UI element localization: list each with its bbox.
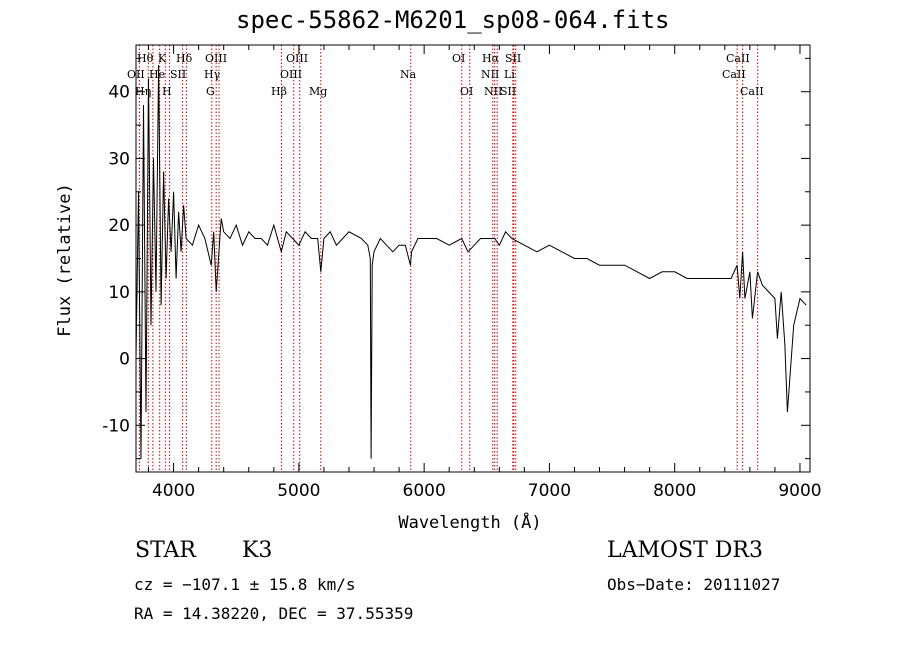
feature-label: He	[149, 68, 165, 81]
x-tick-label: 7000	[528, 481, 571, 501]
spectrum-line	[135, 64, 807, 459]
emission-line-markers	[138, 45, 759, 472]
x-tick-label: 6000	[403, 481, 446, 501]
feature-label: Hγ	[204, 68, 221, 81]
feature-label: Hδ	[176, 52, 193, 65]
observation-date: Obs−Date: 20111027	[607, 575, 781, 594]
feature-label: CaII	[722, 68, 746, 81]
object-subclass: K3	[242, 538, 273, 563]
x-tick-label: 5000	[277, 481, 320, 501]
y-tick-label: 40	[108, 83, 130, 103]
x-tick-label: 9000	[778, 481, 821, 501]
feature-label: SII	[505, 52, 521, 65]
x-tick-label: 8000	[653, 481, 696, 501]
feature-label: OIII	[286, 52, 308, 65]
feature-label: OIII	[205, 52, 227, 65]
feature-label: Na	[400, 68, 417, 81]
axis-ticks: 4000 5000 6000 7000 8000 9000 -10 0 10 20 30 40	[102, 45, 822, 501]
feature-label: OI	[460, 85, 473, 98]
feature-label: OII	[127, 68, 145, 81]
feature-label: G	[206, 85, 215, 98]
feature-label: OI	[452, 52, 465, 65]
x-axis-label: Wavelength (Å)	[398, 511, 541, 533]
feature-label: NII	[484, 85, 502, 98]
coordinates: RA = 14.38220, DEC = 37.55359	[134, 604, 414, 623]
feature-label: SII	[500, 85, 516, 98]
y-tick-label: 0	[119, 350, 130, 370]
feature-label: CaII	[726, 52, 750, 65]
chart-title: spec-55862-M6201_sp08-064.fits	[236, 6, 670, 34]
feature-label: Mg	[309, 85, 327, 98]
y-tick-label: 30	[108, 149, 130, 169]
plot-frame	[135, 44, 811, 473]
object-class: STAR	[135, 538, 196, 563]
line-labels: Hθ K Hδ OIII OIII OI Hα SII CaII OII He SII Hγ OIII Na…	[127, 52, 764, 98]
y-tick-label: 10	[108, 283, 130, 303]
feature-label: K	[158, 52, 167, 65]
y-tick-label: -10	[102, 416, 130, 436]
survey-name: LAMOST DR3	[607, 538, 763, 563]
feature-label: SII	[170, 68, 186, 81]
redshift-info: cz = −107.1 ± 15.8 km/s	[134, 575, 356, 594]
y-axis-label: Flux (relative)	[55, 183, 75, 337]
x-tick-label: 4000	[152, 481, 195, 501]
feature-label: H	[162, 85, 172, 98]
feature-label: Hα	[482, 52, 500, 65]
feature-label: OIII	[280, 68, 302, 81]
feature-label: CaII	[740, 85, 764, 98]
feature-label: Li	[504, 68, 515, 81]
feature-label: NII	[481, 68, 499, 81]
feature-label: Hβ	[271, 85, 287, 98]
y-tick-label: 20	[108, 216, 130, 236]
feature-label: Hθ	[137, 52, 154, 65]
feature-label: Hη	[135, 85, 151, 98]
